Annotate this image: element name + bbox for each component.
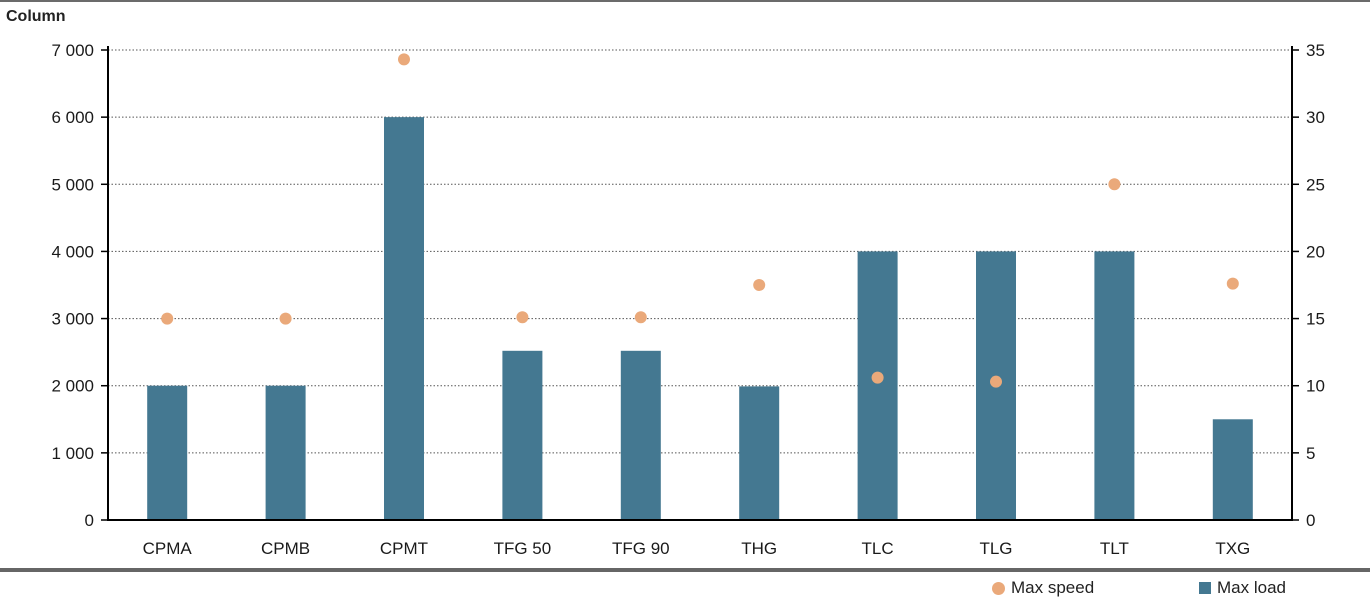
x-category-label: TLG <box>979 539 1012 558</box>
y-left-tick-label: 0 <box>85 511 94 530</box>
y-left-tick-label: 4 000 <box>51 242 94 261</box>
legend-square-icon <box>1199 582 1211 594</box>
x-category-label: TFG 50 <box>494 539 552 558</box>
point-max-speed-tfg-50 <box>516 311 529 324</box>
tick-labels: 0 1 000 2 000 3 000 4 000 5 000 6 000 7 000 0 5 10… <box>51 41 1324 558</box>
y-right-tick-label: 30 <box>1306 108 1325 127</box>
legend-item-max-speed: Max speed <box>992 578 1094 598</box>
bar-max-load-tlc <box>857 251 898 520</box>
x-category-label: TXG <box>1215 539 1250 558</box>
speed-points <box>161 53 1239 388</box>
bottom-rule <box>0 568 1370 572</box>
legend: Max speed Max load <box>0 578 1370 600</box>
point-max-speed-tlg <box>990 375 1002 388</box>
point-max-speed-tlt <box>1108 178 1121 191</box>
point-max-speed-txg <box>1226 277 1239 290</box>
x-category-label: THG <box>741 539 777 558</box>
x-category-label: TLC <box>862 539 894 558</box>
y-right-tick-label: 25 <box>1306 175 1325 194</box>
bar-max-load-tfg-90 <box>620 350 661 520</box>
x-category-label: TFG 90 <box>612 539 670 558</box>
point-max-speed-cpma <box>161 312 174 325</box>
top-rule <box>0 0 1370 2</box>
axes <box>101 46 1299 521</box>
bar-max-load-thg <box>739 386 780 520</box>
x-category-label: CPMA <box>143 539 193 558</box>
point-max-speed-thg <box>753 279 766 291</box>
legend-label-max-speed: Max speed <box>1011 578 1095 597</box>
x-category-label: TLT <box>1100 539 1129 558</box>
bar-max-load-txg <box>1212 419 1253 520</box>
x-category-label: CPMB <box>261 539 310 558</box>
y-right-tick-label: 15 <box>1306 310 1325 329</box>
y-left-tick-label: 3 000 <box>51 310 94 329</box>
legend-item-max-load: Max load <box>1199 578 1286 598</box>
y-left-tick-label: 1 000 <box>51 444 94 463</box>
bar-max-load-cpmb <box>265 385 306 520</box>
bar-max-load-cpmt <box>384 117 424 521</box>
point-max-speed-cpmt <box>398 53 410 66</box>
legend-dot-icon <box>992 581 1005 595</box>
x-category-label: CPMT <box>380 539 428 558</box>
bar-max-load-tlt <box>1094 251 1135 520</box>
bar-max-load-tfg-50 <box>502 350 543 520</box>
y-right-tick-label: 0 <box>1306 511 1315 530</box>
legend-label-max-load: Max load <box>1217 578 1286 597</box>
chart-title: Column <box>6 8 66 25</box>
y-right-tick-label: 35 <box>1306 41 1325 60</box>
bars <box>147 117 1253 521</box>
chart-svg: 0 1 000 2 000 3 000 4 000 5 000 6 000 7 000 0 5 10… <box>51 41 1324 558</box>
y-left-tick-label: 5 000 <box>51 175 94 194</box>
y-right-tick-label: 10 <box>1306 377 1325 396</box>
y-right-tick-label: 20 <box>1306 242 1325 261</box>
y-right-tick-label: 5 <box>1306 444 1315 463</box>
point-max-speed-tlc <box>871 371 884 384</box>
y-left-tick-label: 2 000 <box>51 377 94 396</box>
point-max-speed-cpmb <box>279 312 292 325</box>
point-max-speed-tfg-90 <box>634 311 647 324</box>
y-left-tick-label: 6 000 <box>51 108 94 127</box>
bar-max-load-cpma <box>147 385 188 520</box>
y-left-tick-label: 7 000 <box>51 41 94 60</box>
